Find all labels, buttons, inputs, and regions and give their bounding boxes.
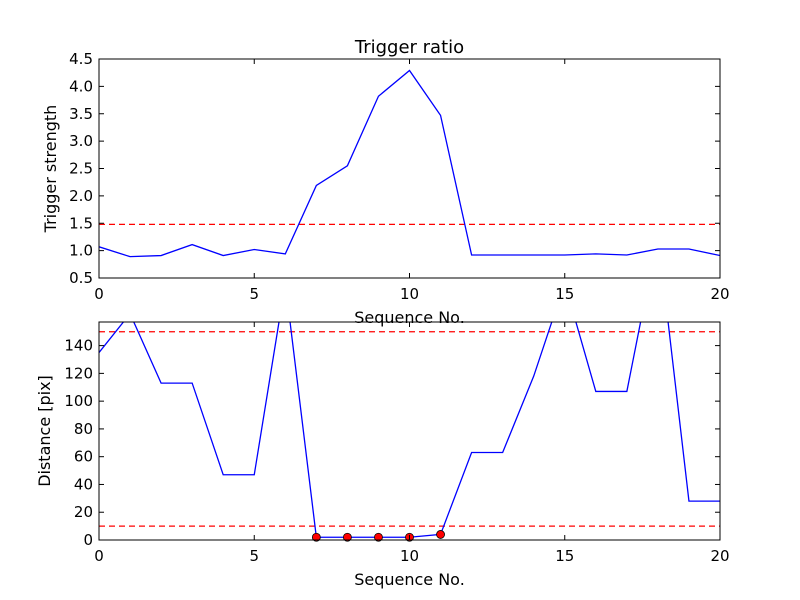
figure-title: Trigger ratio [354,37,464,58]
distance-chart: 0 5 10 15 20 0 20 40 60 80 100 120 140 Sequence No. Di… [35,321,730,589]
distance-marker-point [436,530,445,539]
trigger-y-tick-label: 3.0 [69,132,93,150]
distance-y-tick-label: 120 [64,364,93,382]
distance-y-tick-label: 100 [64,392,93,410]
distance-axes-frame [98,321,721,541]
distance-x-tick-label: 10 [400,547,419,565]
trigger-y-tick-label: 4.5 [69,50,93,68]
trigger-x-tick-label: 10 [400,285,419,303]
distance-x-tick-label: 0 [94,547,104,565]
trigger-strength-chart: 0 5 10 15 200.51.01.52.02.53.03.54.04.5Seque… [41,50,730,327]
distance-x-tick-label: 5 [249,547,259,565]
trigger-x-tick-label: 5 [249,285,259,303]
trigger-x-tick-label: 0 [94,285,104,303]
distance-y-tick-label: 0 [83,531,93,549]
trigger-y-tick-label: 3.5 [69,105,93,123]
distance-x-axis-label: Sequence No. [354,570,465,589]
distance-y-tick-label: 80 [74,420,93,438]
trigger-y-tick-label: 0.5 [69,269,93,287]
distance-x-tick-label: 15 [555,547,574,565]
distance-marker-point [374,532,383,542]
distance-x-tick-label: 20 [710,547,729,565]
distance-series-line-0 [99,322,720,538]
distance-y-tick-label: 20 [74,503,93,521]
trigger-y-tick-label: 1.0 [69,242,93,260]
trigger-x-tick-label: 15 [555,285,574,303]
distance-y-tick-label: 60 [74,448,93,466]
trigger-y-tick-label: 2.5 [69,160,93,178]
distance-y-axis-label: Distance [pix] [35,375,54,487]
trigger-series-line-0 [99,69,720,258]
distance-y-tick-label: 40 [74,475,93,493]
distance-marker-point [342,532,352,542]
trigger-y-axis-label: Trigger strength [41,105,60,234]
trigger-y-tick-label: 1.5 [69,214,93,232]
distance-marker-point [311,532,321,542]
trigger-x-tick-label: 20 [710,285,729,303]
trigger-y-tick-label: 2.0 [69,187,93,205]
trigger-y-tick-label: 4.0 [69,77,93,95]
distance-y-tick-label: 140 [64,337,93,355]
